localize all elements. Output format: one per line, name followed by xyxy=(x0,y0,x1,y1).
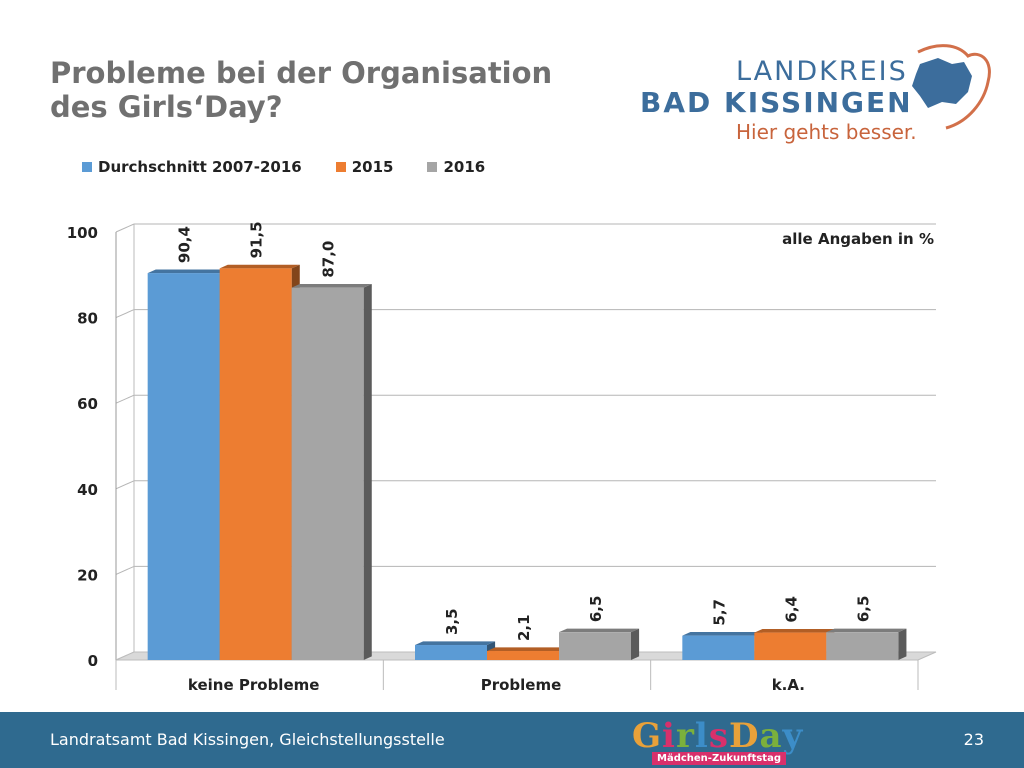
legend-item: 2016 xyxy=(427,158,485,176)
data-label: 2,1 xyxy=(515,614,533,641)
data-label: 6,5 xyxy=(854,596,872,623)
bar xyxy=(415,645,487,660)
bar xyxy=(559,632,631,660)
bar-top xyxy=(559,628,640,633)
footer-bar: Landratsamt Bad Kissingen, Gleichstellun… xyxy=(0,712,1024,768)
title-line-2: des Girls‘Day? xyxy=(50,90,283,124)
bar-side xyxy=(631,628,640,660)
legend-label-2015: 2015 xyxy=(351,158,394,176)
title-line-1: Probleme bei der Organisation xyxy=(50,56,553,90)
bar xyxy=(682,635,755,660)
y-tick-label: 60 xyxy=(77,395,98,413)
gridline-depth xyxy=(115,565,135,575)
bar xyxy=(826,632,899,660)
legend-item: Durchschnitt 2007-2016 xyxy=(82,158,302,176)
y-tick-label: 20 xyxy=(77,566,98,584)
bar-top xyxy=(682,632,763,636)
bar-top xyxy=(754,629,835,633)
footer-text: Landratsamt Bad Kissingen, Gleichstellun… xyxy=(50,730,445,749)
legend-item: 2015 xyxy=(335,158,394,176)
logo-slogan: Hier gehts besser. xyxy=(736,120,917,144)
data-label: 3,5 xyxy=(443,608,461,635)
bar-top xyxy=(291,284,372,288)
bar-top xyxy=(487,647,568,652)
bar xyxy=(487,651,559,660)
girlsday-logo: GirlsDay Mädchen-Zukunftstag xyxy=(632,712,802,768)
category-label: k.A. xyxy=(772,676,805,694)
bar-top xyxy=(826,628,907,633)
legend-label-avg: Durchschnitt 2007-2016 xyxy=(98,158,302,176)
girlsday-wordmark: GirlsDay xyxy=(632,716,804,756)
bar-top xyxy=(415,641,496,646)
data-label: 91,5 xyxy=(248,221,266,258)
bar xyxy=(754,632,827,660)
page-number: 23 xyxy=(963,730,984,749)
legend-label-2016: 2016 xyxy=(443,158,486,176)
data-label: 90,4 xyxy=(176,226,194,263)
girlsday-tagline: Mädchen-Zukunftstag xyxy=(652,752,786,765)
bar-top xyxy=(219,264,300,269)
category-label: keine Probleme xyxy=(188,676,320,694)
legend-swatch-2016 xyxy=(427,162,438,172)
bar-chart: 0 20 40 60 80 100 90,4 91,5 87,0 keine Probleme 3,… xyxy=(67,221,937,694)
gridline-depth xyxy=(115,480,135,490)
logo-line-1: LANDKREIS xyxy=(736,56,908,87)
gridline-depth xyxy=(115,223,135,233)
data-label: 6,4 xyxy=(782,596,800,623)
category-label: Probleme xyxy=(481,676,562,694)
data-label: 5,7 xyxy=(710,599,728,626)
chart-legend: Durchschnitt 2007-2016 2015 2016 xyxy=(82,158,485,176)
county-map-icon xyxy=(912,44,991,130)
bar-side xyxy=(898,628,907,660)
bar xyxy=(147,273,220,660)
data-label: 87,0 xyxy=(320,241,338,278)
chart-annotation: alle Angaben in % xyxy=(782,230,934,248)
y-tick-label: 0 xyxy=(88,652,98,670)
slide-title: Probleme bei der Organisation des Girls‘… xyxy=(50,56,610,124)
data-label: 6,5 xyxy=(587,596,605,623)
y-tick-label: 40 xyxy=(77,481,98,499)
landkreis-logo: LANDKREIS BAD KISSINGEN Hier gehts besse… xyxy=(636,42,996,146)
gridline-depth xyxy=(115,309,135,319)
gridline-depth xyxy=(115,394,135,404)
legend-swatch-avg xyxy=(82,162,92,172)
legend-swatch-2015 xyxy=(335,162,346,172)
y-tick-label: 100 xyxy=(67,224,98,242)
bar-side xyxy=(363,284,372,660)
bar xyxy=(219,268,292,660)
logo-line-2: BAD KISSINGEN xyxy=(640,86,913,119)
bar-top xyxy=(147,269,228,274)
bar xyxy=(291,287,364,660)
y-tick-label: 80 xyxy=(77,310,98,328)
